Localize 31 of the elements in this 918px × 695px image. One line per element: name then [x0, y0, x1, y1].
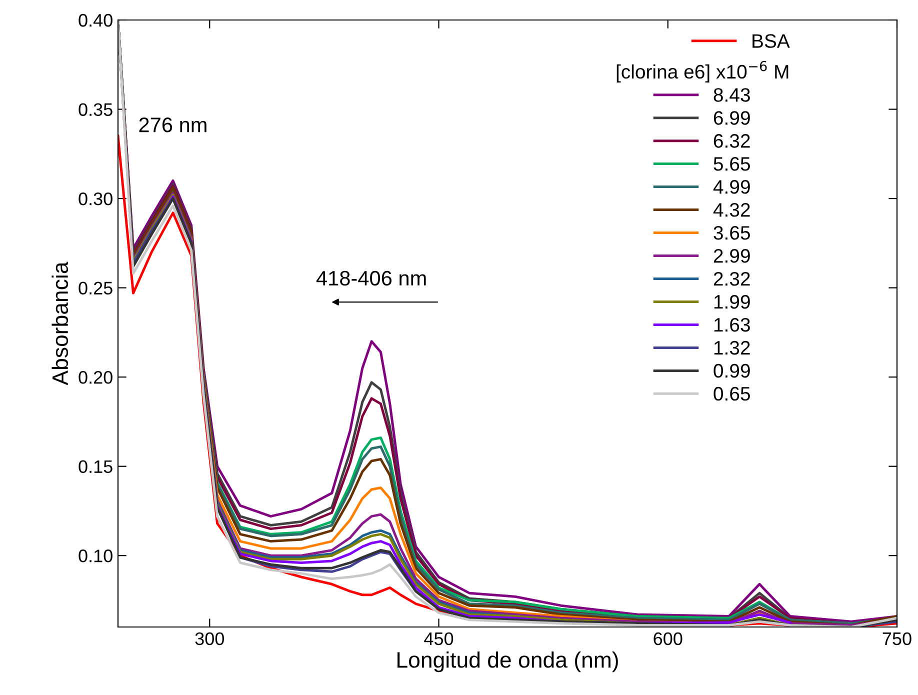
annotation: 418-406 nm	[316, 270, 426, 286]
legend-label: 1.99	[714, 294, 750, 309]
legend-label: 1.63	[714, 318, 750, 332]
y-tick-label: 0.35	[78, 103, 112, 116]
y-tick-label: 0.30	[78, 192, 112, 206]
legend-label: 6.32	[714, 134, 750, 148]
legend-label: 5.65	[714, 157, 750, 171]
x-axis-title: Longitud de onda (nm)	[398, 651, 618, 672]
legend-label: 4.32	[713, 203, 750, 217]
y-axis-title: Absorbancia	[52, 262, 68, 386]
legend-label: 6.99	[714, 111, 750, 125]
y-tick-label: 0.25	[78, 282, 112, 295]
legend-label: 2.99	[714, 248, 750, 263]
x-tick-label: 600	[654, 632, 682, 646]
legend-label: 2.32	[714, 272, 750, 286]
legend-label: 1.32	[714, 340, 750, 355]
legend-label: 8.43	[714, 88, 750, 102]
legend-label: 4.99	[713, 180, 750, 194]
y-tick-label: 0.20	[78, 370, 112, 384]
x-tick-label: 300	[195, 632, 224, 646]
x-tick-label: 750	[882, 632, 912, 646]
legend-label: 3.65	[714, 226, 750, 240]
legend-title: [clorina e6] x10$^{−6}$ M	[616, 60, 788, 83]
legend-label: BSA	[752, 34, 790, 48]
y-tick-label: 0.10	[78, 550, 112, 562]
legend-label: 0.65	[714, 386, 750, 401]
y-tick-label: 0.40	[78, 14, 112, 27]
y-tick-label: 0.15	[78, 460, 112, 474]
annotation: 276 nm	[139, 118, 206, 132]
legend-label: 0.99	[714, 364, 750, 378]
x-tick-label: 450	[424, 632, 454, 646]
